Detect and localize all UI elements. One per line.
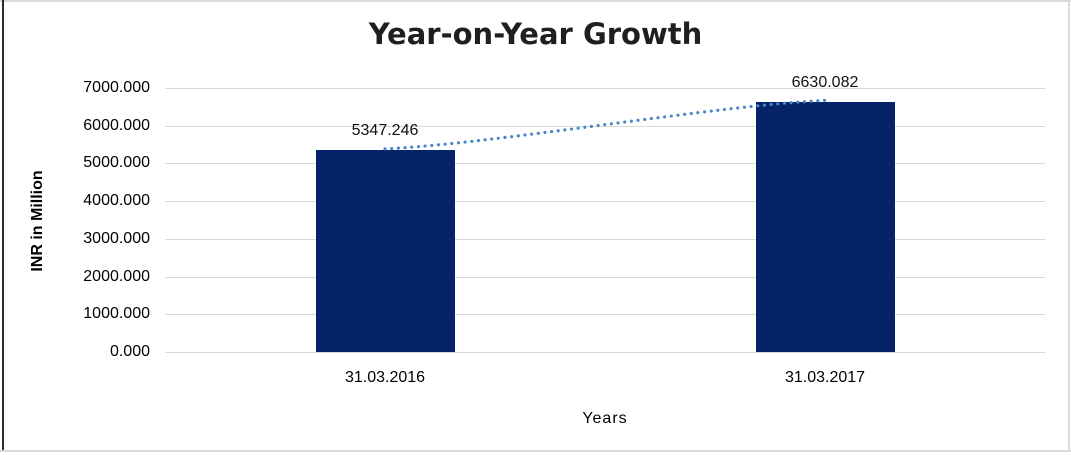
x-tick-label: 31.03.2016 <box>344 369 426 386</box>
y-tick-label: 1000.000 <box>83 305 150 323</box>
bar-data-label: 5347.246 <box>351 122 419 140</box>
y-tick-label: 3000.000 <box>83 229 150 247</box>
chart-title: Year-on-Year Growth <box>368 17 703 51</box>
frame-border-right <box>1068 0 1070 452</box>
y-tick-label: 0.000 <box>109 343 150 360</box>
gridline <box>165 125 1045 127</box>
gridline <box>165 163 1045 165</box>
frame-border-bottom <box>0 450 1071 452</box>
x-axis-title: Years <box>582 410 628 427</box>
frame-border-left <box>2 0 4 452</box>
x-tick-label: 31.03.2017 <box>784 369 866 386</box>
gridline <box>165 276 1045 278</box>
y-tick-label: 7000.000 <box>83 79 150 96</box>
y-tick-label: 6000.000 <box>83 116 150 134</box>
y-tick-label: 4000.000 <box>83 192 150 210</box>
gridline <box>165 88 1045 89</box>
bar-31.03.2016 <box>315 150 455 352</box>
gridline <box>165 201 1045 203</box>
bar-data-label: 6630.082 <box>791 73 859 91</box>
x-axis-line <box>165 352 1045 353</box>
gridline <box>165 238 1045 240</box>
y-tick-label: 5000.000 <box>83 154 150 172</box>
bar-31.03.2017 <box>755 101 895 352</box>
frame-border-top <box>0 0 1071 2</box>
y-axis-title: INR in Million <box>29 170 46 272</box>
y-tick-label: 2000.000 <box>83 267 150 285</box>
gridline <box>165 314 1045 316</box>
